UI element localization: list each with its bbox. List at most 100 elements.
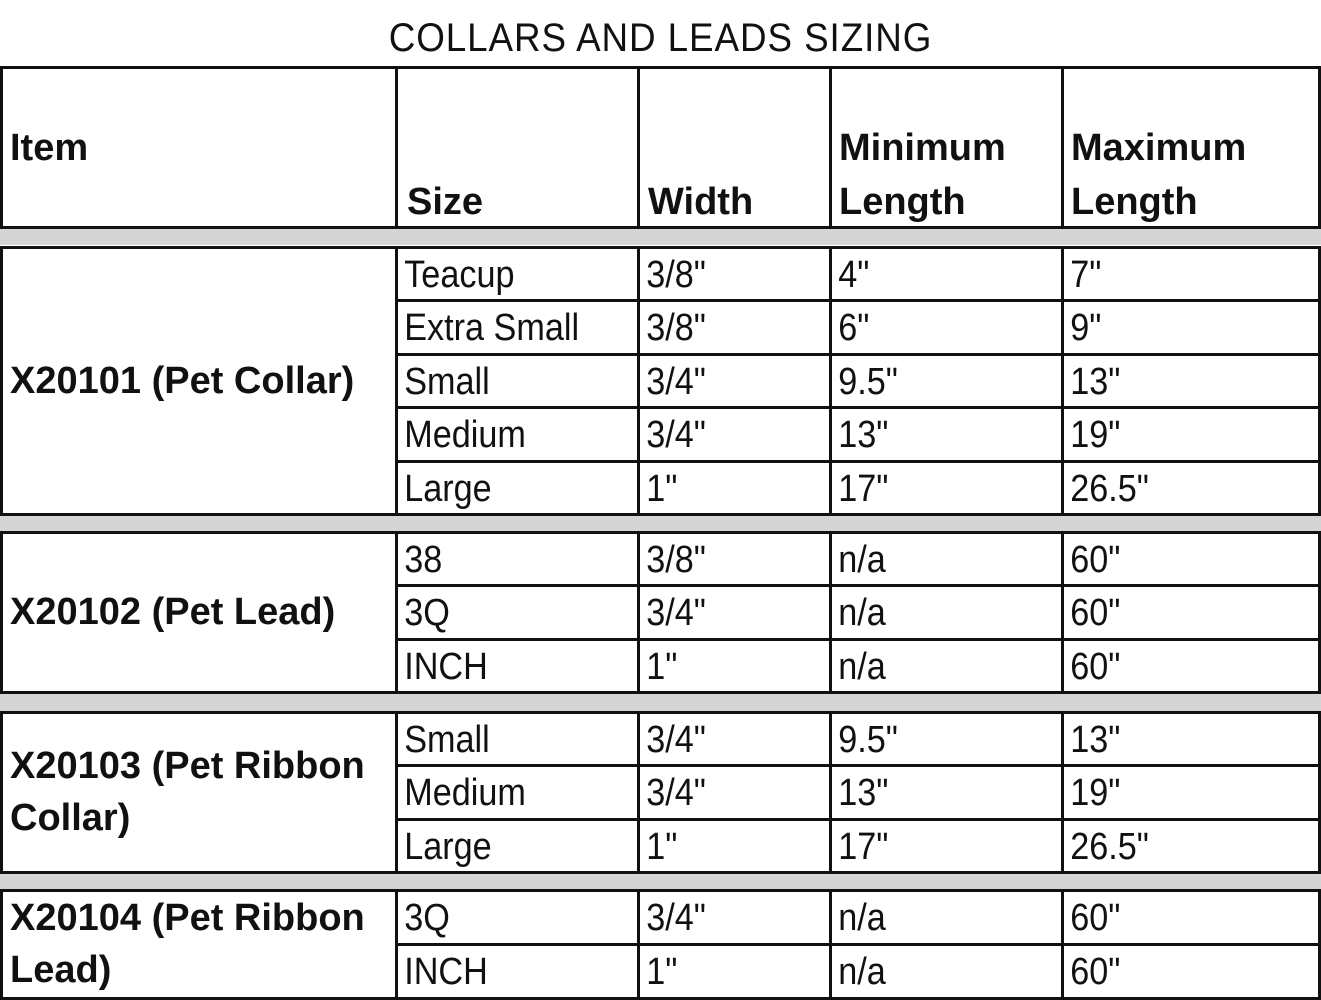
row-border <box>395 353 1321 356</box>
group-separator <box>0 694 1321 711</box>
cell-max-length: 60" <box>1070 951 1121 993</box>
cell-size: Extra Small <box>404 306 580 349</box>
cell-max-length: 13" <box>1070 718 1121 761</box>
header-column-border <box>1061 66 1064 229</box>
cell-min-length: n/a <box>838 897 886 939</box>
cell-size: INCH <box>404 645 488 688</box>
column-border <box>0 246 3 515</box>
cell-size: 3Q <box>404 897 450 939</box>
cell-min-length: 17" <box>838 467 889 510</box>
group-bottom-border <box>0 691 1321 694</box>
cell-width: 3/4" <box>646 591 706 634</box>
cell-max-length: 13" <box>1070 360 1121 403</box>
column-border <box>637 246 640 515</box>
cell-min-length: n/a <box>838 951 886 993</box>
cell-max-length: 19" <box>1070 771 1121 814</box>
cell-min-length: 9.5" <box>838 718 898 761</box>
row-border <box>395 943 1321 946</box>
group-separator <box>0 516 1321 531</box>
row-border <box>395 638 1321 641</box>
cell-max-length: 60" <box>1070 897 1121 939</box>
header-column-border <box>0 66 3 229</box>
group-top-border <box>0 889 1321 892</box>
group-top-border <box>0 531 1321 534</box>
item-name: X20102 (Pet Lead) <box>10 591 336 633</box>
cell-size: Small <box>404 360 490 403</box>
row-border <box>395 584 1321 587</box>
header-max-length-line1: Maximum <box>1071 127 1247 169</box>
cell-max-length: 60" <box>1070 591 1121 634</box>
header-min-length-line2: Length <box>839 181 966 223</box>
group-top-border <box>0 246 1321 249</box>
cell-max-length: 26.5" <box>1070 467 1149 510</box>
header-column-border <box>395 66 398 229</box>
column-border <box>1318 711 1321 873</box>
header-item: Item <box>10 127 89 169</box>
cell-max-length: 60" <box>1070 538 1121 581</box>
cell-max-length: 26.5" <box>1070 825 1149 868</box>
column-border <box>395 711 398 873</box>
cell-width: 3/8" <box>646 538 706 581</box>
column-border <box>395 246 398 515</box>
item-name: X20103 (Pet Ribbon Collar) <box>10 745 365 839</box>
cell-size: Teacup <box>404 253 515 296</box>
cell-width: 3/4" <box>646 718 706 761</box>
column-border <box>1318 246 1321 515</box>
header-size: Size <box>407 181 484 223</box>
column-border <box>829 531 832 693</box>
cell-size: Medium <box>404 413 526 456</box>
column-border <box>1318 531 1321 693</box>
cell-size: 38 <box>404 538 443 581</box>
column-border <box>829 246 832 515</box>
cell-width: 3/4" <box>646 771 706 814</box>
header-width: Width <box>648 181 754 223</box>
cell-max-length: 7" <box>1070 253 1102 296</box>
cell-size: Small <box>404 718 490 761</box>
cell-width: 1" <box>646 467 678 510</box>
header-column-border <box>637 66 640 229</box>
cell-size: 3Q <box>404 591 450 634</box>
cell-width: 1" <box>646 645 678 688</box>
table-title: COLLARS AND LEADS SIZING <box>388 16 933 60</box>
row-border <box>395 460 1321 463</box>
header-min-length-line1: Minimum <box>839 127 1006 169</box>
header-max-length-line2: Length <box>1071 181 1198 223</box>
row-border <box>395 299 1321 302</box>
column-border <box>1061 711 1064 873</box>
group-top-border <box>0 711 1321 714</box>
cell-min-length: 13" <box>838 413 889 456</box>
column-border <box>0 711 3 873</box>
column-border <box>637 531 640 693</box>
cell-size: INCH <box>404 951 488 993</box>
column-border <box>829 711 832 873</box>
header-bottom-border <box>0 226 1321 229</box>
header-column-border <box>1318 66 1321 229</box>
cell-max-length: 19" <box>1070 413 1121 456</box>
cell-max-length: 60" <box>1070 645 1121 688</box>
cell-width: 3/4" <box>646 897 706 939</box>
row-border <box>395 818 1321 821</box>
column-border <box>0 531 3 693</box>
group-separator <box>0 229 1321 245</box>
cell-min-length: n/a <box>838 591 886 634</box>
cell-max-length: 9" <box>1070 306 1102 349</box>
header-top-border <box>0 66 1321 69</box>
group-bottom-border <box>0 513 1321 516</box>
group-separator <box>0 874 1321 889</box>
cell-min-length: 13" <box>838 771 889 814</box>
cell-size: Medium <box>404 771 526 814</box>
row-border <box>395 764 1321 767</box>
cell-min-length: 9.5" <box>838 360 898 403</box>
column-border <box>637 711 640 873</box>
column-border <box>0 889 3 999</box>
row-border <box>395 406 1321 409</box>
cell-min-length: 6" <box>838 306 870 349</box>
header-column-border <box>829 66 832 229</box>
group-bottom-border <box>0 871 1321 874</box>
item-name: X20101 (Pet Collar) <box>10 359 355 402</box>
cell-width: 1" <box>646 951 678 993</box>
column-border <box>1061 531 1064 693</box>
cell-width: 3/4" <box>646 360 706 403</box>
item-name: X20104 (Pet Ribbon Lead) <box>10 897 365 991</box>
column-border <box>1061 246 1064 515</box>
